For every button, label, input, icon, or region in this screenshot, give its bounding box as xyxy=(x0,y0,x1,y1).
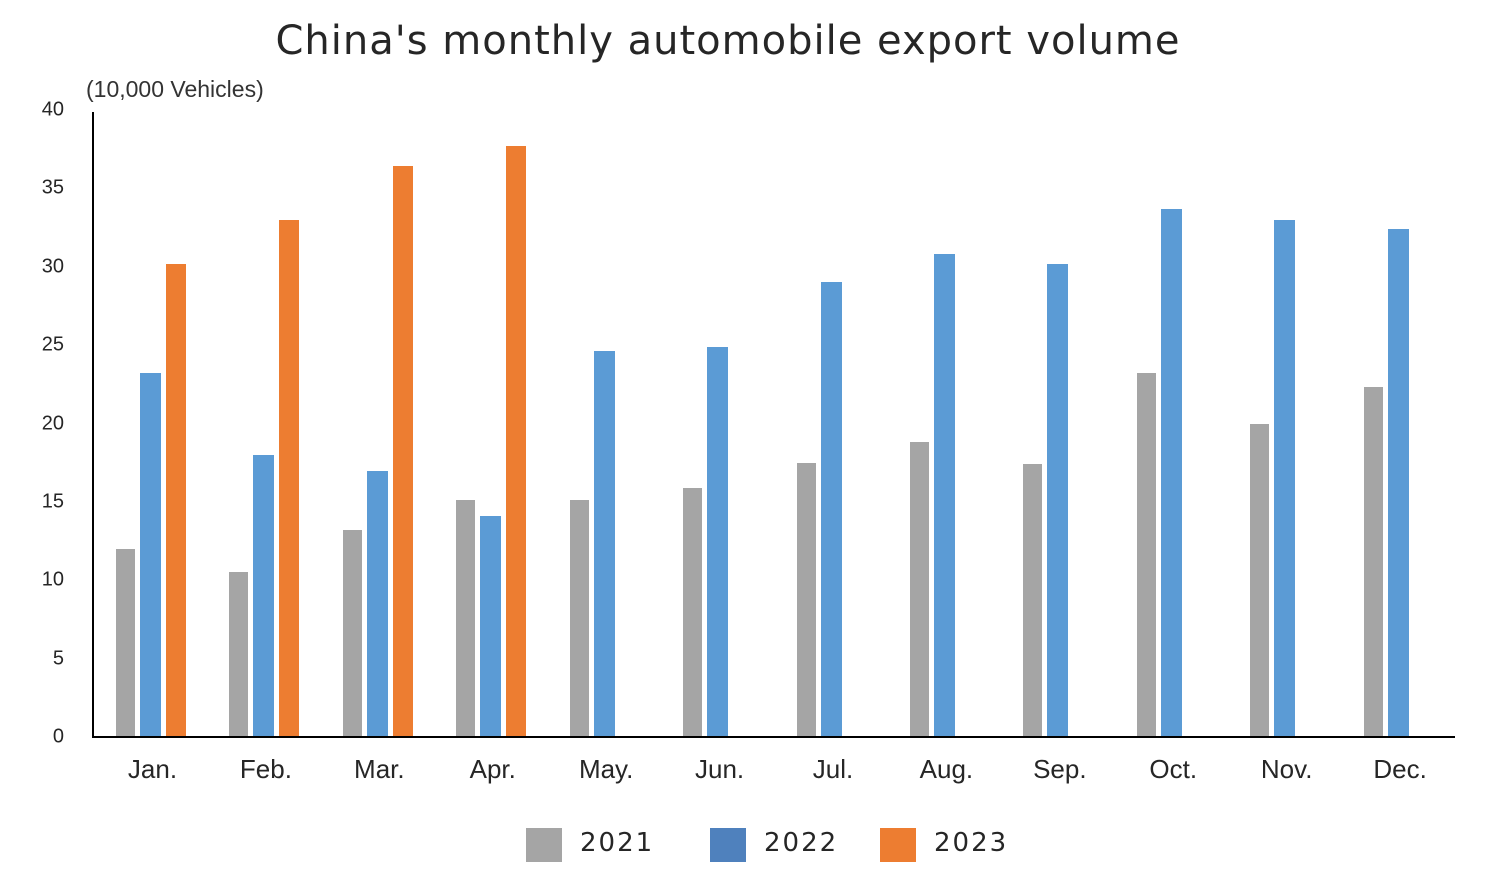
bar-2021-jan xyxy=(116,548,135,737)
x-tick-label: May. xyxy=(578,754,634,784)
bar-2021-jul xyxy=(796,462,816,737)
bar-2022-mar xyxy=(366,470,388,737)
y-tick-label: 40 xyxy=(41,98,64,121)
y-tick-label: 35 xyxy=(41,176,64,199)
bar-2021-jun xyxy=(683,487,703,737)
y-tick-label: 0 xyxy=(52,725,64,748)
y-tick-label: 25 xyxy=(41,333,64,356)
bar-2021-may xyxy=(569,500,589,737)
bar-2022-oct xyxy=(1160,208,1182,737)
x-axis-line xyxy=(92,736,1455,738)
plot-area xyxy=(94,110,1455,737)
bar-2023-jan xyxy=(166,263,186,737)
bar-2021-sep xyxy=(1023,464,1043,737)
bar-2021-nov xyxy=(1250,423,1270,737)
x-tick-label: Sep. xyxy=(1033,754,1087,784)
y-tick-label: 15 xyxy=(41,490,64,513)
chart-title: China's monthly automobile export volume xyxy=(275,18,1181,64)
x-tick-label: Dec. xyxy=(1373,754,1427,784)
y-axis-line xyxy=(92,112,94,738)
bar-2023-feb xyxy=(279,219,300,737)
legend-label-2022: 2022 xyxy=(764,828,839,858)
bar-2021-dec xyxy=(1363,387,1383,737)
bar-2022-jun xyxy=(707,346,729,737)
legend-swatch-2023 xyxy=(880,828,916,862)
bar-2022-sep xyxy=(1047,263,1069,737)
y-tick-label: 30 xyxy=(41,255,64,278)
y-tick-label: 20 xyxy=(41,412,64,434)
bar-2021-oct xyxy=(1136,373,1156,737)
legend: 2021 2022 2023 xyxy=(0,826,1496,866)
y-tick-label: 10 xyxy=(41,568,64,591)
y-tick-label: 5 xyxy=(52,647,64,670)
legend-swatch-2022 xyxy=(710,828,746,862)
x-tick-label: Oct. xyxy=(1149,754,1198,784)
x-tick-label: Jan. xyxy=(127,754,178,784)
x-tick-label: Apr. xyxy=(469,754,516,784)
x-tick-label: Jun. xyxy=(695,754,745,784)
bar-2022-dec xyxy=(1387,229,1409,737)
legend-swatch-2021 xyxy=(526,828,562,862)
x-tick-label: Aug. xyxy=(919,754,974,784)
x-tick-label: Mar. xyxy=(354,754,405,784)
bar-2021-apr xyxy=(456,500,476,737)
bar-2021-mar xyxy=(342,530,362,737)
bar-2021-feb xyxy=(229,572,249,737)
y-axis-unit-label: (10,000 Vehicles) xyxy=(86,76,264,102)
legend-label-2021: 2021 xyxy=(580,828,655,858)
bar-2022-nov xyxy=(1274,219,1296,737)
bar-2022-jan xyxy=(140,373,161,737)
x-tick-label: Feb. xyxy=(239,754,292,784)
bar-2023-apr xyxy=(506,146,527,737)
bar-2022-apr xyxy=(480,515,502,737)
bar-2023-mar xyxy=(392,166,413,737)
bar-2022-jul xyxy=(820,282,842,737)
x-tick-label: Jul. xyxy=(812,754,854,784)
bar-2021-aug xyxy=(909,442,929,737)
bar-2022-feb xyxy=(253,454,275,737)
bar-2022-may xyxy=(593,351,615,737)
x-tick-label: Nov. xyxy=(1260,754,1313,784)
legend-label-2023: 2023 xyxy=(934,828,1009,858)
bar-2022-aug xyxy=(933,254,955,737)
